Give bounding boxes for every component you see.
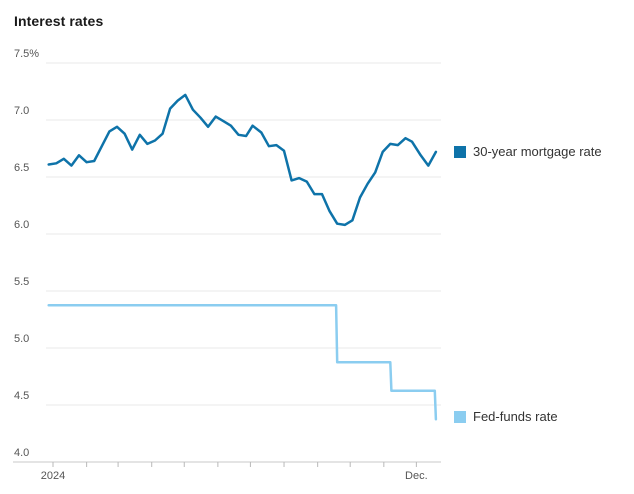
legend-item-fedfunds: Fed-funds rate (454, 410, 558, 423)
series-lines (47, 93, 438, 421)
mortgage-legend-swatch-icon (454, 145, 466, 158)
y-axis-tick-label: 5.0 (14, 333, 30, 345)
y-axis-tick-label: 6.5 (14, 162, 30, 174)
x-axis-ticks (52, 462, 417, 467)
x-axis-tick-label: 2024 (40, 470, 66, 482)
x-axis-tick-label: Dec. (405, 470, 428, 482)
legend-item-mortgage: 30-year mortgage rate (454, 145, 602, 158)
y-axis-tick-label: 4.5 (14, 390, 30, 402)
y-axis-tick-label: 7.5% (14, 48, 40, 60)
y-axis-tick-label: 6.0 (14, 219, 30, 231)
y-axis-tick-label: 5.5 (14, 276, 30, 288)
y-axis-tick-label: 4.0 (14, 447, 30, 459)
fedfunds-legend-swatch-icon (454, 410, 466, 423)
series-line (47, 304, 438, 421)
gridlines (46, 62, 441, 406)
series-line (47, 93, 438, 227)
fedfunds-legend-label: Fed-funds rate (473, 409, 558, 424)
y-axis-tick-label: 7.0 (14, 105, 30, 117)
chart-title: Interest rates (14, 13, 104, 29)
mortgage-legend-label: 30-year mortgage rate (473, 144, 602, 159)
